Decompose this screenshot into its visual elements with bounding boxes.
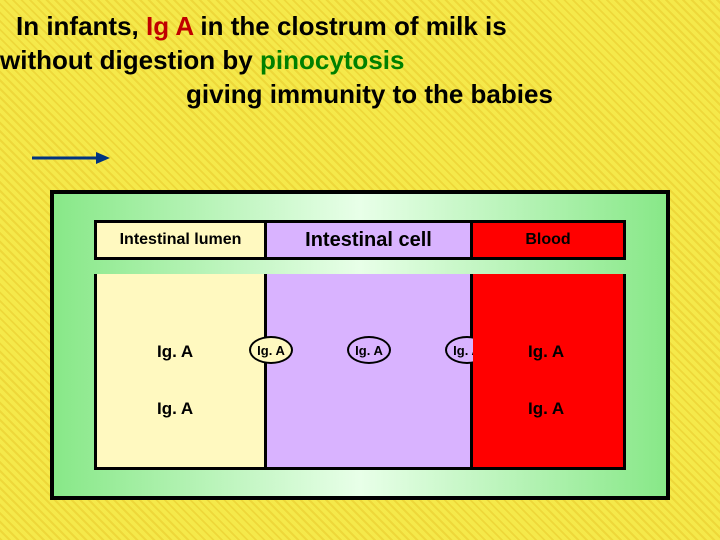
title-line-2: without digestion by pinocytosis [0,44,720,78]
arrow-icon [30,148,110,168]
title-post: in the clostrum of milk is [193,11,507,41]
title2-pre: without digestion by [0,45,260,75]
title-block: In infants, Ig A in the clostrum of milk… [0,0,720,111]
diagram-container: Intestinal lumen Intestinal cell Blood I… [50,190,670,500]
title-line-3: giving immunity to the babies [16,78,720,112]
vesicle-label: Ig. A [257,343,285,358]
vesicle-1: Ig. A [249,336,293,364]
vesicle-label: Ig. A [355,343,383,358]
header-blood: Blood [473,223,623,257]
title-iga: Ig A [146,11,193,41]
title-line-1: In infants, Ig A in the clostrum of milk… [16,10,720,44]
column-lumen: Ig. A Ig. A [97,274,267,467]
header-lumen: Intestinal lumen [97,223,267,257]
lumen-iga-1: Ig. A [157,342,193,362]
header-cell: Intestinal cell [267,223,473,257]
blood-iga-2: Ig. A [528,399,564,419]
slide-content: In infants, Ig A in the clostrum of milk… [0,0,720,540]
body-row: Ig. A Ig. A Ig. A Ig. A Ig. A Ig. A Ig. … [94,274,626,470]
lumen-iga-2: Ig. A [157,399,193,419]
column-blood: Ig. A Ig. A [473,274,623,467]
blood-iga-1: Ig. A [528,342,564,362]
header-row: Intestinal lumen Intestinal cell Blood [94,220,626,260]
title-pre: In infants, [16,11,146,41]
vesicle-2: Ig. A [347,336,391,364]
column-cell: Ig. A Ig. A Ig. A [267,274,473,467]
title-pinocytosis: pinocytosis [260,45,404,75]
